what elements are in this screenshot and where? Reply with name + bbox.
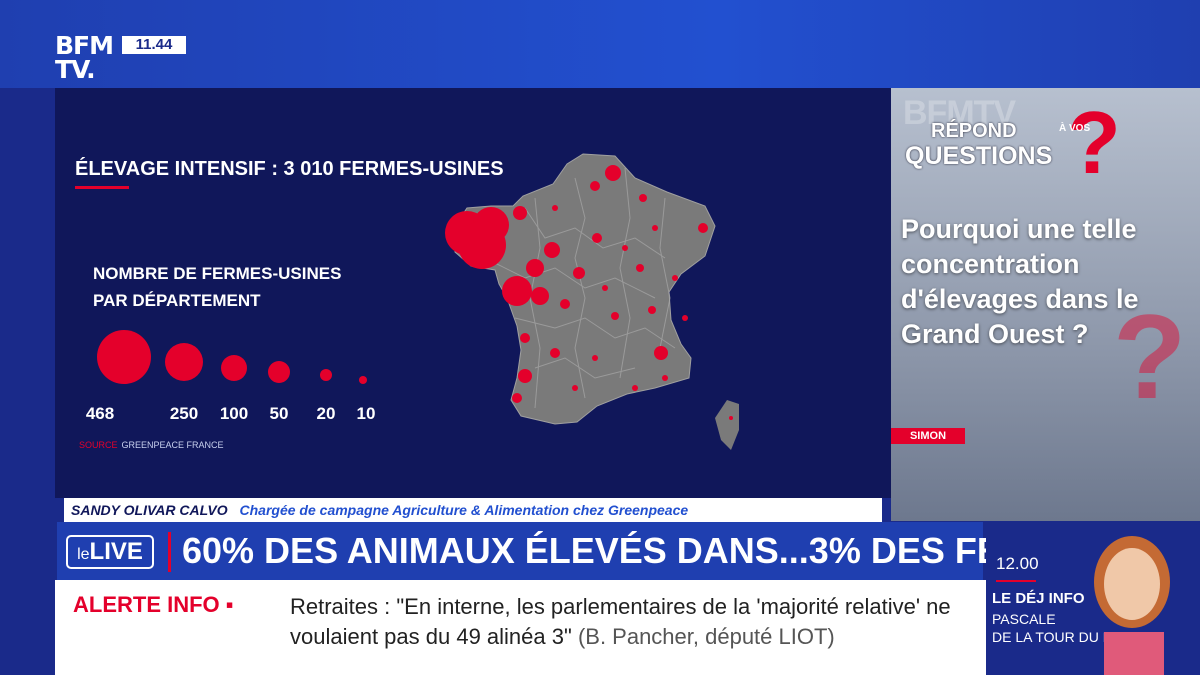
map-source: SOURCE GREENPEACE FRANCE <box>79 440 224 450</box>
next-show-time: 12.00 <box>996 554 1039 573</box>
bubble-alsace <box>698 223 708 233</box>
repond-label: RÉPOND <box>931 120 1017 142</box>
presenter-portrait <box>1094 536 1170 675</box>
headline-bar <box>57 522 983 580</box>
speaker-lower-third: SANDY OLIVAR CALVO Chargée de campagne A… <box>64 498 882 522</box>
map-title: ÉLEVAGE INTENSIF : 3 010 FERMES-USINES <box>75 158 504 180</box>
next-show-host: PASCALE DE LA TOUR DU PIN <box>992 611 1127 645</box>
alerte-info-label: ALERTE INFO ▪ <box>73 592 234 617</box>
questions-label: QUESTIONS <box>905 142 1053 170</box>
bubble-misc-3 <box>592 355 598 361</box>
ticker-text: Retraites : "En interne, les parlementai… <box>290 594 951 649</box>
legend-title: NOMBRE DE FERMES-USINES PAR DÉPARTEMENT <box>93 264 342 310</box>
bubble-landes <box>512 393 522 403</box>
department-bubbles <box>445 165 733 420</box>
legend-bubble-10 <box>359 376 367 384</box>
bfmtv-logo: BFM TV. <box>55 31 114 84</box>
next-show-underline <box>996 580 1036 582</box>
bubble-misc-2 <box>672 275 678 281</box>
next-show-title: LE DÉJ INFO <box>992 590 1085 607</box>
bubble-misc-8 <box>602 285 608 291</box>
bubble-corsica <box>729 416 733 420</box>
bubble-indre <box>573 267 585 279</box>
map-graphic <box>97 153 739 450</box>
headline-text: 60% DES ANIMAUX ÉLEVÉS DANS...3% DES FER… <box>182 530 1105 571</box>
bubble-misc-5 <box>572 385 578 391</box>
bubble-misc-10 <box>662 375 668 381</box>
legend-bubble-50 <box>268 361 290 383</box>
legend-bubble-100 <box>221 355 247 381</box>
legend-bubbles <box>97 330 367 384</box>
legend-bubble-20 <box>320 369 332 381</box>
bubble-gironde <box>518 369 532 383</box>
bubble-saone <box>648 306 656 314</box>
bubble-loire-atl <box>520 333 530 343</box>
legend-label-10: 10 <box>356 404 376 423</box>
bubble-somme <box>590 181 600 191</box>
viewer-question: Pourquoi une telle concentration d'éleva… <box>901 214 1139 349</box>
headline-divider <box>168 532 171 572</box>
map-panel: ÉLEVAGE INTENSIF : 3 010 FERMES-USINES N… <box>55 88 891 498</box>
bubble-misc-4 <box>632 385 638 391</box>
bubble-bretagne-3 <box>458 221 506 269</box>
bubble-misc-7 <box>622 245 628 251</box>
bubble-cote-dor <box>636 264 644 272</box>
bubble-sarthe <box>544 242 560 258</box>
bfmtv-ghost-logo: BFMTV <box>903 94 1016 132</box>
live-badge: leLIVE <box>66 535 154 569</box>
a-vos-label: À VOS <box>1059 123 1091 134</box>
bubble-misc-1 <box>652 225 658 231</box>
speaker-name: SANDY OLIVAR CALVO <box>71 502 228 518</box>
title-underline <box>75 186 129 189</box>
viewer-question-panel: BFMTV ? RÉPOND À VOS QUESTIONS ? Pourquo… <box>891 88 1200 521</box>
bubble-loire <box>531 287 549 305</box>
bubble-misc-9 <box>682 315 688 321</box>
legend-label-20: 20 <box>316 404 336 423</box>
bubble-nord <box>605 165 621 181</box>
bubble-loiret <box>592 233 602 243</box>
bubble-aisne <box>639 194 647 202</box>
legend-bubble-250 <box>165 343 203 381</box>
next-show-panel: 12.00 LE DÉJ INFO PASCALE DE LA TOUR DU … <box>986 522 1200 675</box>
channel-top-band <box>0 0 1200 88</box>
bubble-ain <box>654 346 668 360</box>
viewer-name-badge: SIMON <box>891 428 965 444</box>
legend-label-50: 50 <box>269 404 289 423</box>
bubble-vendee <box>502 276 532 306</box>
bubble-mayenne <box>526 259 544 277</box>
bubble-allier <box>611 312 619 320</box>
bubble-misc-6 <box>552 205 558 211</box>
bubble-vienne <box>560 299 570 309</box>
speaker-role: Chargée de campagne Agriculture & Alimen… <box>239 502 689 518</box>
legend-label-100: 100 <box>219 404 249 423</box>
question-mark-icon: ? <box>1067 93 1121 192</box>
bubble-dordogne <box>550 348 560 358</box>
bubble-manche <box>513 206 527 220</box>
question-mark-ghost-icon: ? <box>1113 290 1187 424</box>
clock: 11.44 <box>122 36 186 54</box>
legend-bubble-468 <box>97 330 151 384</box>
legend-label-250: 250 <box>169 404 199 423</box>
legend-label-468: 468 <box>85 404 115 423</box>
france-map <box>454 153 716 425</box>
news-ticker <box>55 580 986 675</box>
corsica-map <box>715 400 739 450</box>
